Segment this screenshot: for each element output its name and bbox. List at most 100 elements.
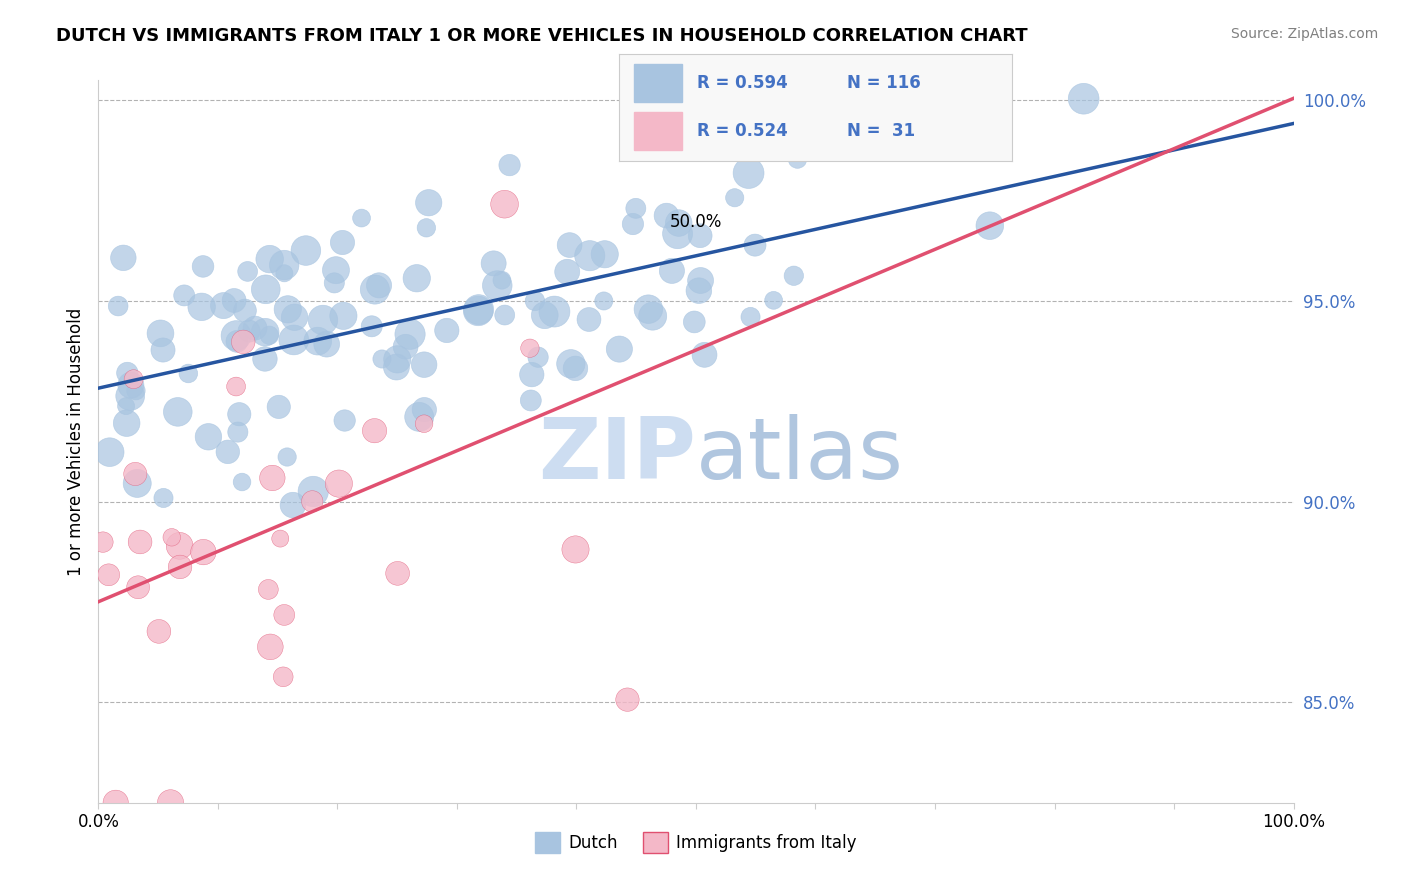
Point bbox=[191, 260, 214, 274]
Point bbox=[520, 393, 543, 408]
Point bbox=[277, 302, 299, 317]
Point bbox=[323, 276, 346, 290]
Point bbox=[232, 334, 254, 349]
Point bbox=[97, 567, 120, 582]
Point bbox=[405, 271, 427, 285]
Point bbox=[254, 325, 277, 339]
Point bbox=[120, 389, 142, 403]
Text: DUTCH VS IMMIGRANTS FROM ITALY 1 OR MORE VEHICLES IN HOUSEHOLD CORRELATION CHART: DUTCH VS IMMIGRANTS FROM ITALY 1 OR MORE… bbox=[56, 27, 1028, 45]
Point bbox=[616, 692, 638, 706]
Text: atlas: atlas bbox=[696, 415, 904, 498]
Point bbox=[122, 372, 145, 386]
Point bbox=[364, 283, 387, 297]
Point bbox=[271, 670, 294, 684]
Point bbox=[117, 366, 139, 380]
Point bbox=[491, 273, 513, 287]
Point bbox=[217, 445, 239, 459]
Point bbox=[307, 334, 329, 348]
Point bbox=[436, 323, 458, 337]
Point bbox=[560, 357, 582, 371]
Point bbox=[160, 530, 183, 544]
Point bbox=[467, 304, 489, 318]
Point bbox=[737, 166, 759, 180]
Point bbox=[301, 494, 323, 508]
Point bbox=[494, 308, 516, 322]
Point bbox=[238, 324, 260, 338]
Point bbox=[148, 624, 170, 639]
Point bbox=[387, 352, 409, 367]
Point bbox=[259, 640, 281, 654]
Point bbox=[592, 293, 614, 308]
Point bbox=[284, 310, 307, 325]
Point bbox=[744, 238, 766, 252]
Point bbox=[152, 491, 174, 505]
Point bbox=[418, 195, 440, 210]
Point bbox=[115, 416, 138, 430]
Point bbox=[555, 265, 578, 279]
Point bbox=[159, 796, 181, 810]
Point bbox=[253, 351, 276, 366]
Point bbox=[395, 340, 418, 354]
Point bbox=[621, 217, 644, 231]
Point bbox=[688, 284, 710, 298]
Point bbox=[98, 445, 121, 459]
Point bbox=[302, 484, 325, 499]
Point bbox=[363, 424, 385, 438]
Point bbox=[741, 123, 763, 137]
Point bbox=[413, 358, 436, 372]
Point bbox=[312, 313, 335, 327]
Point bbox=[231, 475, 253, 489]
Point bbox=[333, 413, 356, 427]
Point bbox=[467, 302, 489, 317]
Point bbox=[564, 542, 586, 557]
Point bbox=[783, 268, 806, 283]
Point bbox=[212, 299, 235, 313]
Point bbox=[498, 158, 520, 172]
Point bbox=[543, 304, 565, 318]
Point bbox=[494, 197, 516, 211]
Point bbox=[593, 247, 616, 261]
Y-axis label: 1 or more Vehicles in Household: 1 or more Vehicles in Household bbox=[66, 308, 84, 575]
Point bbox=[387, 566, 409, 581]
Point bbox=[413, 402, 436, 417]
Point bbox=[637, 302, 659, 317]
Point bbox=[762, 293, 785, 308]
Point bbox=[740, 310, 762, 324]
Point bbox=[371, 351, 394, 366]
Legend: Dutch, Immigrants from Italy: Dutch, Immigrants from Italy bbox=[529, 826, 863, 860]
Point bbox=[661, 264, 683, 278]
Point bbox=[523, 293, 546, 308]
Point bbox=[413, 417, 436, 431]
Point bbox=[399, 327, 422, 342]
FancyBboxPatch shape bbox=[634, 112, 682, 150]
Point bbox=[120, 378, 142, 392]
Point bbox=[724, 191, 747, 205]
Point bbox=[519, 341, 541, 355]
Point bbox=[683, 315, 706, 329]
Point bbox=[173, 288, 195, 302]
Point bbox=[668, 216, 690, 230]
Point bbox=[332, 309, 354, 323]
Text: Source: ZipAtlas.com: Source: ZipAtlas.com bbox=[1230, 27, 1378, 41]
Point bbox=[129, 535, 152, 549]
Point bbox=[259, 252, 281, 266]
Point bbox=[283, 333, 305, 347]
Text: R = 0.524: R = 0.524 bbox=[697, 121, 789, 139]
Point bbox=[269, 532, 291, 546]
Point bbox=[281, 498, 304, 512]
Point bbox=[107, 299, 129, 313]
Text: R = 0.594: R = 0.594 bbox=[697, 75, 789, 93]
Point bbox=[273, 266, 295, 280]
Point bbox=[225, 379, 247, 393]
Point bbox=[609, 342, 631, 356]
Text: N = 116: N = 116 bbox=[846, 75, 921, 93]
Point bbox=[257, 582, 280, 597]
Point bbox=[578, 249, 600, 263]
Point bbox=[177, 367, 200, 381]
FancyBboxPatch shape bbox=[634, 64, 682, 102]
Point bbox=[124, 467, 146, 481]
Point bbox=[228, 407, 250, 421]
Point bbox=[267, 400, 290, 414]
Point bbox=[655, 209, 678, 223]
Point bbox=[193, 545, 215, 559]
